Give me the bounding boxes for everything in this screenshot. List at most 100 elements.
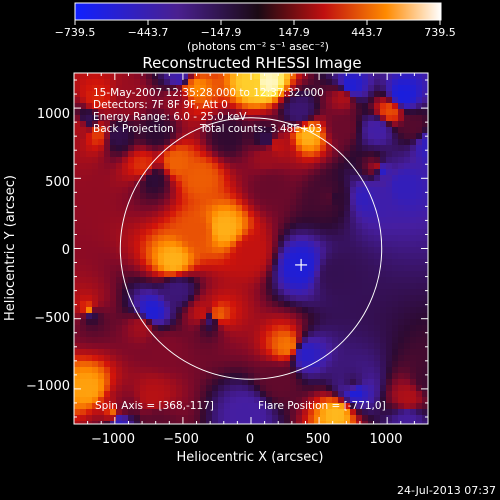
heatmap-cell: [302, 121, 309, 128]
heatmap-cell: [140, 97, 147, 104]
heatmap-cell: [278, 181, 285, 188]
heatmap-cell: [314, 355, 321, 362]
heatmap-cell: [266, 355, 273, 362]
heatmap-cell: [200, 205, 207, 212]
heatmap-cell: [182, 415, 189, 422]
heatmap-cell: [194, 271, 201, 278]
heatmap-cell: [416, 271, 423, 278]
heatmap-cell: [380, 271, 387, 278]
heatmap-cell: [140, 391, 147, 398]
heatmap-cell: [338, 313, 345, 320]
heatmap-cell: [320, 319, 327, 326]
heatmap-cell: [170, 139, 177, 146]
heatmap-cell: [332, 259, 339, 266]
heatmap-cell: [278, 127, 285, 134]
heatmap-cell: [218, 73, 225, 80]
heatmap-cell: [344, 379, 351, 386]
heatmap-cell: [152, 85, 159, 92]
heatmap-cell: [386, 313, 393, 320]
heatmap-cell: [164, 319, 171, 326]
heatmap-cell: [116, 97, 123, 104]
heatmap-cell: [272, 355, 279, 362]
heatmap-cell: [194, 343, 201, 350]
heatmap-cell: [260, 103, 267, 110]
heatmap-cell: [206, 379, 213, 386]
heatmap-cell: [248, 175, 255, 182]
heatmap-cell: [218, 289, 225, 296]
heatmap-cell: [356, 337, 363, 344]
heatmap-cell: [308, 139, 315, 146]
heatmap-cell: [164, 247, 171, 254]
heatmap-cell: [278, 109, 285, 116]
heatmap-cell: [152, 97, 159, 104]
heatmap-cell: [422, 211, 428, 218]
heatmap-cell: [380, 283, 387, 290]
heatmap-cell: [224, 169, 231, 176]
heatmap-cell: [74, 289, 81, 296]
heatmap-cell: [296, 313, 303, 320]
heatmap-cell: [200, 319, 207, 326]
heatmap-cell: [326, 187, 333, 194]
heatmap-cell: [188, 205, 195, 212]
heatmap-cell: [302, 373, 309, 380]
heatmap-cell: [140, 229, 147, 236]
heatmap-cell: [404, 367, 411, 374]
heatmap-cell: [128, 163, 135, 170]
heatmap-cell: [188, 235, 195, 242]
heatmap-cell: [368, 205, 375, 212]
heatmap-cell: [86, 409, 93, 416]
heatmap-cell: [284, 361, 291, 368]
heatmap-cell: [356, 109, 363, 116]
heatmap-cell: [368, 199, 375, 206]
heatmap-cell: [362, 151, 369, 158]
heatmap-cell: [308, 391, 315, 398]
heatmap-cell: [248, 295, 255, 302]
time-range-text: 15-May-2007 12:35:28.000 to 12:37:32.000: [93, 87, 324, 99]
heatmap-cell: [362, 337, 369, 344]
heatmap-cell: [74, 325, 81, 332]
heatmap-cell: [206, 115, 213, 122]
heatmap-cell: [242, 421, 249, 424]
heatmap-cell: [290, 73, 297, 80]
heatmap-cell: [176, 127, 183, 134]
heatmap-cell: [116, 307, 123, 314]
heatmap-cell: [374, 175, 381, 182]
heatmap-cell: [320, 331, 327, 338]
heatmap-cell: [224, 301, 231, 308]
heatmap-cell: [248, 307, 255, 314]
heatmap-cell: [122, 145, 129, 152]
heatmap-cell: [182, 157, 189, 164]
heatmap-cell: [92, 235, 99, 242]
heatmap-cell: [242, 397, 249, 404]
heatmap-cell: [146, 175, 153, 182]
heatmap-cell: [254, 235, 261, 242]
heatmap-cell: [194, 85, 201, 92]
heatmap-cell: [308, 211, 315, 218]
heatmap-cell: [158, 337, 165, 344]
heatmap-cell: [146, 373, 153, 380]
heatmap-cell: [362, 415, 369, 422]
heatmap-cell: [236, 373, 243, 380]
heatmap-cell: [116, 151, 123, 158]
heatmap-cell: [284, 133, 291, 140]
heatmap-cell: [410, 277, 417, 284]
heatmap-cell: [374, 397, 381, 404]
heatmap-cell: [422, 109, 428, 116]
heatmap-cell: [260, 295, 267, 302]
heatmap-cell: [374, 313, 381, 320]
heatmap-cell: [392, 325, 399, 332]
heatmap-cell: [92, 271, 99, 278]
heatmap-cell: [182, 229, 189, 236]
heatmap-cell: [392, 73, 399, 80]
heatmap-cell: [302, 325, 309, 332]
heatmap-cell: [284, 259, 291, 266]
heatmap-cell: [200, 397, 207, 404]
heatmap-cell: [188, 319, 195, 326]
heatmap-cell: [344, 181, 351, 188]
heatmap-cell: [92, 139, 99, 146]
heatmap-cell: [356, 79, 363, 86]
heatmap-cell: [146, 217, 153, 224]
heatmap-cell: [176, 229, 183, 236]
heatmap-cell: [254, 121, 261, 128]
heatmap-cell: [404, 391, 411, 398]
